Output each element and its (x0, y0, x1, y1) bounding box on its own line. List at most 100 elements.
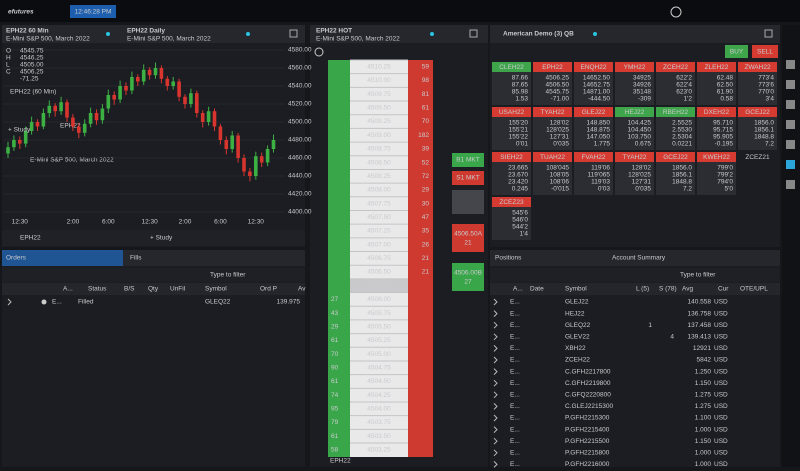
price[interactable]: 4508.25 (367, 173, 391, 180)
sell-market-button[interactable] (452, 171, 484, 185)
ask-size[interactable]: 21 (422, 269, 430, 276)
maximize-icon[interactable] (289, 29, 298, 38)
button-label[interactable]: 4506.50A (454, 231, 482, 238)
bid-size[interactable]: 70 (331, 351, 339, 358)
bid-size[interactable]: 61 (331, 378, 339, 385)
tile-symbol[interactable]: KWEH22 (703, 154, 730, 161)
tile-header[interactable] (656, 152, 695, 162)
tile-header[interactable] (656, 107, 695, 117)
price[interactable]: 4505.25 (367, 337, 391, 344)
button-label[interactable]: B1 MKT (456, 157, 480, 164)
buy-button[interactable] (725, 45, 748, 58)
expand-icon[interactable] (493, 368, 498, 375)
price[interactable]: 4510.25 (367, 64, 391, 71)
filter-input[interactable]: Type to filter (210, 272, 246, 279)
ask-size[interactable]: 35 (422, 228, 430, 235)
tab-title[interactable]: EPH22 Daily (127, 28, 165, 35)
price[interactable]: 4509.00 (367, 132, 391, 139)
tile-symbol[interactable]: DXEH22 (704, 109, 730, 116)
tile-header[interactable] (615, 152, 654, 162)
ask-size[interactable]: 70 (422, 118, 430, 125)
ask-size[interactable]: 52 (422, 159, 430, 166)
tile-symbol[interactable]: GCEJ22 (663, 154, 688, 161)
globe-icon[interactable] (670, 6, 682, 18)
tile-symbol[interactable]: HEJ22 (625, 109, 645, 116)
icon[interactable] (786, 140, 795, 149)
tile-symbol[interactable]: ZCEZ23 (499, 199, 524, 206)
ask-size[interactable]: 59 (422, 64, 430, 71)
bid-size[interactable]: 74 (331, 392, 339, 399)
price[interactable]: 4508.50 (367, 159, 391, 166)
sell-button[interactable] (752, 45, 778, 58)
tab[interactable]: Orders (6, 255, 27, 262)
ask-size[interactable]: 98 (422, 77, 430, 84)
tab[interactable]: Fills (130, 255, 142, 262)
tile-symbol[interactable]: TYAH22 (622, 154, 646, 161)
price[interactable]: 4505.00 (367, 351, 391, 358)
price[interactable]: 4505.75 (367, 310, 391, 317)
ask-button[interactable] (452, 224, 484, 252)
tile-symbol[interactable]: GLEJ22 (582, 109, 606, 116)
tile-header[interactable] (738, 107, 777, 117)
tile-symbol[interactable]: ZCEZ21 (745, 154, 770, 161)
tile-header[interactable] (574, 152, 613, 162)
ask-size[interactable]: 30 (422, 200, 430, 207)
tile-header[interactable] (738, 62, 777, 72)
tile-header[interactable] (533, 152, 572, 162)
tile-symbol[interactable]: FVAH22 (581, 154, 605, 161)
expand-icon[interactable] (493, 379, 498, 387)
tile-header[interactable] (533, 107, 572, 117)
price[interactable]: 4509.50 (367, 105, 391, 112)
tile-header[interactable] (574, 62, 613, 72)
bid-size[interactable]: 58 (331, 447, 339, 454)
active-tab[interactable] (2, 250, 123, 266)
maximize-icon[interactable] (469, 29, 478, 38)
price[interactable]: 4509.25 (367, 118, 391, 125)
ask-size[interactable]: 182 (418, 132, 429, 139)
expand-icon[interactable] (7, 298, 12, 306)
info-icon[interactable] (41, 299, 47, 305)
tile-symbol[interactable]: USAH22 (499, 109, 525, 116)
expand-icon[interactable] (493, 461, 498, 468)
bid-button[interactable] (452, 263, 484, 291)
study-button[interactable]: + Study (8, 127, 31, 134)
button-label[interactable]: 21 (464, 240, 472, 247)
bid-size[interactable]: 95 (331, 406, 339, 413)
study-button[interactable]: + Study (150, 235, 173, 242)
button-label[interactable]: BUY (730, 49, 744, 56)
tab[interactable]: Account Summary (612, 255, 666, 262)
icon[interactable] (786, 180, 795, 189)
ask-size[interactable]: 26 (422, 241, 430, 248)
tile-symbol[interactable]: ZLEH22 (705, 64, 729, 71)
globe-icon[interactable] (314, 47, 324, 57)
expand-icon[interactable] (493, 391, 498, 399)
button-label[interactable]: SELL (757, 49, 773, 56)
price[interactable]: 4505.50 (367, 323, 391, 330)
tile-symbol[interactable]: CLEH22 (499, 64, 524, 71)
ask-size[interactable]: 29 (422, 187, 430, 194)
tile-header[interactable] (615, 62, 654, 72)
tile-header[interactable] (656, 62, 695, 72)
price[interactable]: 4506.75 (367, 255, 391, 262)
expand-icon[interactable] (493, 437, 498, 445)
expand-icon[interactable] (493, 310, 498, 317)
price[interactable]: 4508.00 (367, 187, 391, 194)
tab-title[interactable]: EPH22 60 Min (6, 28, 49, 35)
expand-icon[interactable] (493, 449, 498, 457)
filter-input[interactable]: Type to filter (680, 272, 716, 279)
tile-symbol[interactable]: ZCEH22 (663, 64, 688, 71)
tile-header[interactable] (492, 62, 531, 72)
buy-market-button[interactable] (452, 153, 484, 167)
tile-header[interactable] (492, 107, 531, 117)
ask-size[interactable]: 72 (422, 173, 430, 180)
icon[interactable] (786, 60, 795, 69)
tile-header[interactable] (492, 152, 531, 162)
icon[interactable] (786, 100, 795, 109)
bid-size[interactable]: 90 (331, 364, 339, 371)
ask-size[interactable]: 47 (422, 214, 430, 221)
price[interactable]: 4508.75 (367, 146, 391, 153)
ask-size[interactable]: 81 (422, 91, 430, 98)
bid-size[interactable]: 61 (331, 337, 339, 344)
expand-icon[interactable] (493, 321, 498, 329)
tile-header[interactable] (697, 152, 736, 162)
